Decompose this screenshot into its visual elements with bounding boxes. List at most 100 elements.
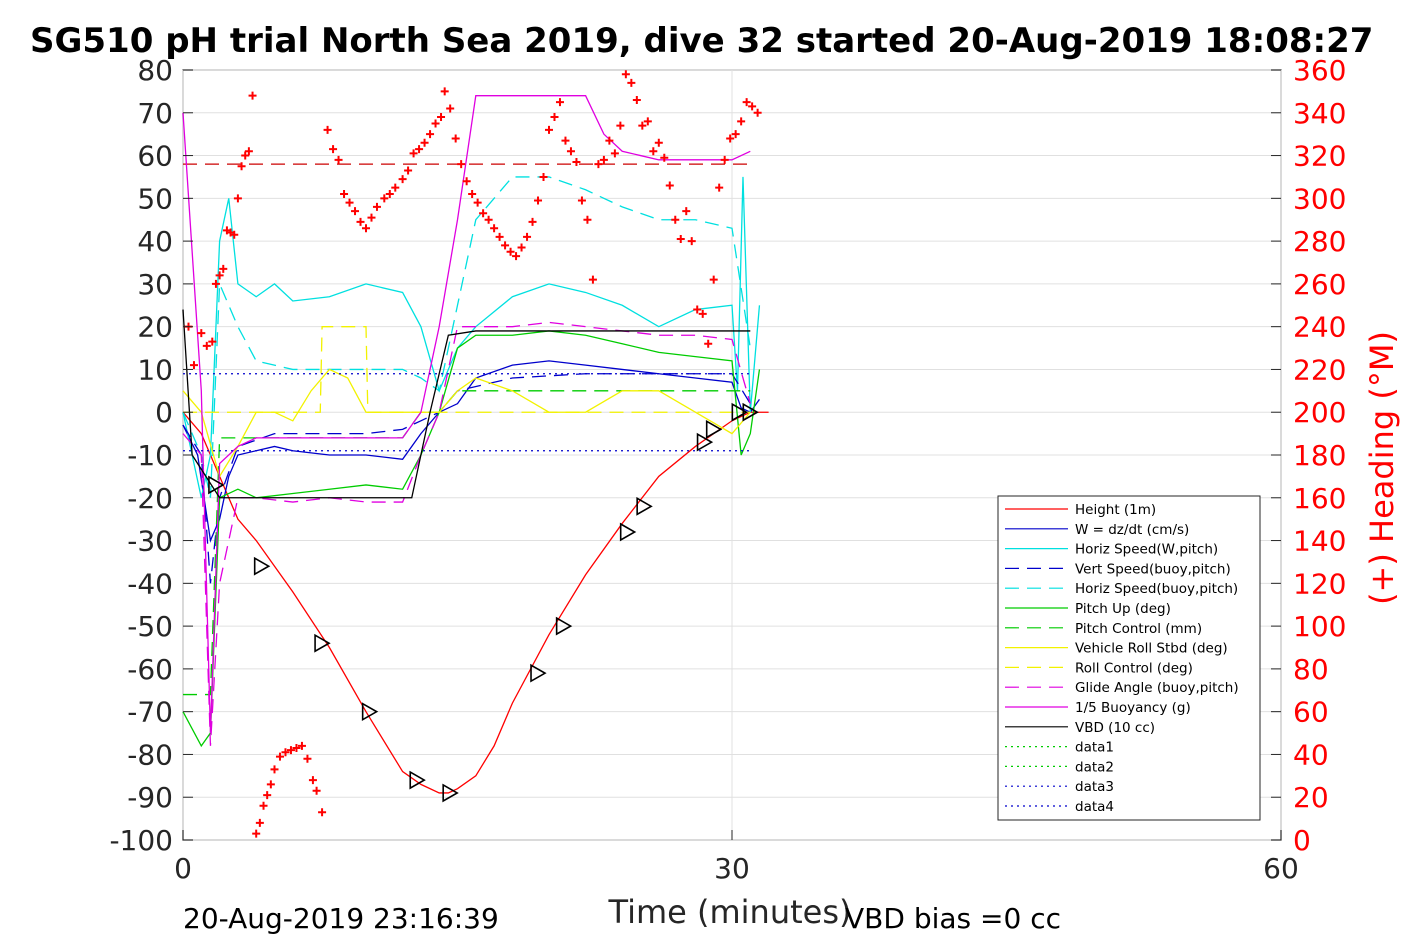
heading-point xyxy=(627,78,636,87)
footer-timestamp: 20-Aug-2019 23:16:39 xyxy=(183,902,499,935)
heading-point xyxy=(577,196,586,205)
y-right-tick-label: 0 xyxy=(1293,824,1311,857)
y-tick-label: 10 xyxy=(137,353,173,386)
heading-point xyxy=(561,136,570,145)
series-group xyxy=(182,95,769,794)
y-right-tick-label: 120 xyxy=(1293,567,1346,600)
y-tick-label: -10 xyxy=(127,439,173,472)
y-tick-label: 30 xyxy=(137,268,173,301)
heading-point xyxy=(566,147,575,156)
heading-point xyxy=(457,160,466,169)
heading-point xyxy=(323,125,332,134)
height-marker xyxy=(361,702,379,722)
y-tick-label: -70 xyxy=(127,696,173,729)
legend-label: Pitch Up (deg) xyxy=(1075,601,1171,617)
heading-point xyxy=(676,234,685,243)
height-marker xyxy=(530,663,547,683)
y-right-tick-label: 100 xyxy=(1293,610,1346,643)
height-marker xyxy=(208,475,225,495)
heading-point xyxy=(340,190,349,199)
series-line-5 xyxy=(182,330,761,748)
heading-point xyxy=(501,241,510,250)
heading-point xyxy=(202,341,211,350)
right-axis-ticks: 0 20 40 60 80 100 120 140 160 180 200 220 240 260 280 3… xyxy=(1271,54,1346,857)
heading-point xyxy=(197,329,206,338)
heading-point xyxy=(654,138,663,147)
x-tick-label: 60 xyxy=(1263,852,1299,885)
heading-point xyxy=(263,791,272,800)
y-right-tick-label: 300 xyxy=(1293,182,1346,215)
y-tick-label: 0 xyxy=(155,396,173,429)
heading-point xyxy=(550,113,559,122)
heading-point xyxy=(255,818,264,827)
heading-point xyxy=(241,151,250,160)
series-line-11 xyxy=(182,309,751,499)
heading-point xyxy=(312,786,321,795)
y-right-tick-label: 260 xyxy=(1293,268,1346,301)
heading-point xyxy=(404,166,413,175)
height-marker xyxy=(442,783,459,803)
heading-point xyxy=(318,808,327,817)
heading-point xyxy=(748,102,757,111)
height-marker xyxy=(619,522,637,542)
height-marker xyxy=(696,432,714,452)
heading-point xyxy=(534,196,543,205)
heading-point xyxy=(490,224,499,233)
height-marker xyxy=(705,419,723,439)
heading-point xyxy=(362,224,370,233)
heading-point xyxy=(380,194,389,203)
heading-point xyxy=(440,87,449,96)
heading-point xyxy=(660,153,669,162)
heading-point xyxy=(643,117,652,126)
series-line-8 xyxy=(183,326,751,413)
heading-point xyxy=(506,247,515,256)
heading-point xyxy=(248,91,257,100)
heading-point xyxy=(616,121,625,130)
heading-point xyxy=(356,217,365,226)
height-marker xyxy=(742,402,759,422)
y-right-tick-label: 40 xyxy=(1293,738,1329,771)
y-right-tick-label: 360 xyxy=(1293,54,1346,87)
left-axis-ticks: -100-90-80-70-60-50-40-30-20-10010203040… xyxy=(109,54,193,857)
heading-point xyxy=(215,271,224,280)
y-tick-label: -90 xyxy=(127,781,173,814)
heading-point xyxy=(345,198,354,207)
heading-point xyxy=(367,213,376,222)
heading-point xyxy=(468,190,477,199)
legend-label: W = dz/dt (cm/s) xyxy=(1075,522,1189,538)
height-marker xyxy=(555,616,573,636)
legend-label: Vert Speed(buoy,pitch) xyxy=(1075,561,1231,577)
height-markers xyxy=(208,402,759,803)
heading-point xyxy=(484,215,493,224)
legend-label: data4 xyxy=(1075,799,1114,815)
x-axis-ticks: 0 30 60 xyxy=(174,830,1299,885)
heading-point xyxy=(303,754,312,763)
heading-point xyxy=(512,252,521,261)
heading-point xyxy=(737,117,746,126)
y-tick-label: 80 xyxy=(137,54,173,87)
heading-point xyxy=(545,125,553,134)
heading-point xyxy=(286,746,295,755)
y-right-tick-label: 280 xyxy=(1293,225,1346,258)
height-marker xyxy=(731,402,748,422)
y-tick-label: -40 xyxy=(127,567,173,600)
heading-point xyxy=(451,134,460,143)
heading-point xyxy=(437,113,446,122)
heading-point xyxy=(462,177,471,186)
legend-label: Height (1m) xyxy=(1075,502,1156,518)
y-tick-label: -100 xyxy=(109,824,173,857)
heading-point xyxy=(720,155,729,164)
y-tick-label: -20 xyxy=(127,482,173,515)
x-tick-label: 0 xyxy=(174,852,192,885)
y-right-tick-label: 240 xyxy=(1293,311,1346,344)
legend-label: data2 xyxy=(1075,759,1114,775)
heading-point xyxy=(334,155,343,164)
height-marker xyxy=(253,556,271,576)
heading-point xyxy=(266,780,275,789)
heading-point xyxy=(189,361,198,370)
series-line-9 xyxy=(182,321,751,746)
legend-label: 1/5 Buoyancy (g) xyxy=(1075,700,1191,716)
legend-label: data1 xyxy=(1075,740,1114,756)
heading-point xyxy=(233,194,242,203)
